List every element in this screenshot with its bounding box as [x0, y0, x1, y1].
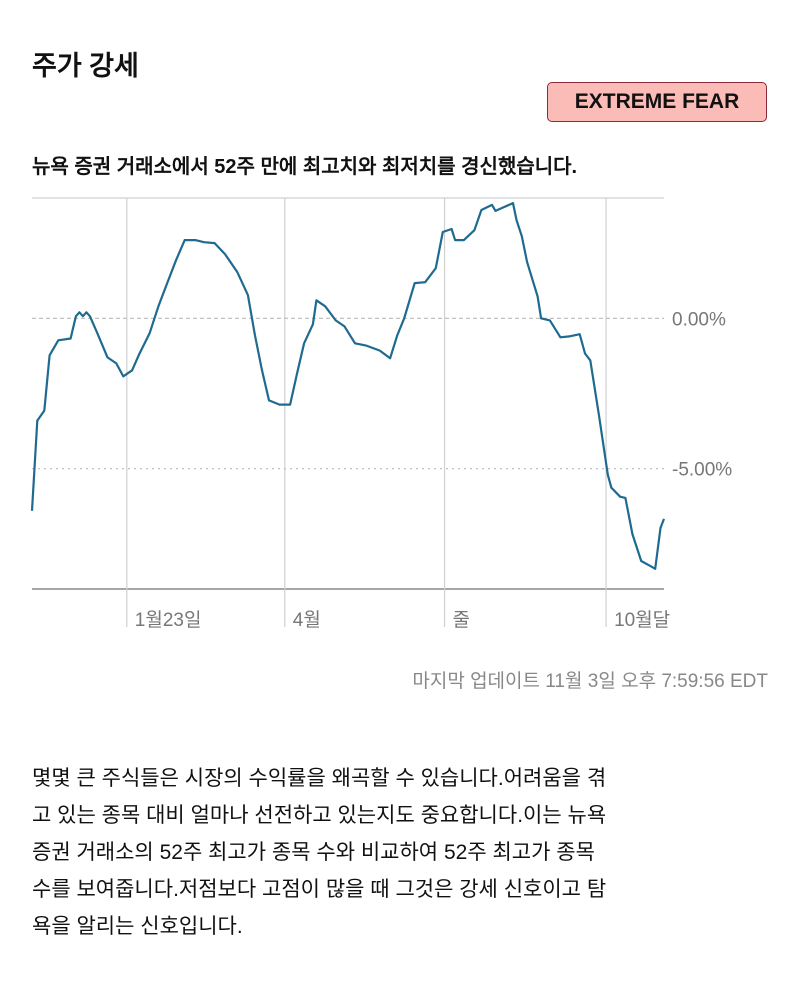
description-line: 욕을 알리는 신호입니다. [32, 915, 243, 938]
description-line: 고 있는 종목 대비 얼마나 선전하고 있는지도 중요합니다.이는 뉴욕 [32, 804, 607, 827]
y-tick-label: 0.00% [672, 309, 726, 330]
stock-strength-chart: 1월23일 4월 줄 10월달 0.00% -5.00% [30, 197, 732, 631]
x-tick-label: 줄 [453, 610, 470, 631]
series-line [30, 202, 666, 570]
description-paragraph: 몇몇 큰 주식들은 시장의 수익률을 왜곡할 수 있습니다.어려움을 겪 고 있… [32, 760, 606, 945]
y-tick-label: -5.00% [672, 460, 732, 481]
chart-subtitle: 뉴욕 증권 거래소에서 52주 만에 최고치와 최저치를 경신했습니다. [32, 156, 578, 178]
description-line: 수를 보여줍니다.저점보다 고점이 많을 때 그것은 강세 신호이고 탐 [32, 878, 607, 901]
x-tick-label: 10월달 [614, 609, 670, 631]
description-line: 몇몇 큰 주식들은 시장의 수익률을 왜곡할 수 있습니다.어려움을 겪 [32, 767, 607, 790]
rating-badge: EXTREME FEAR [547, 82, 767, 122]
description-line: 증권 거래소의 52주 최고가 종목 수와 비교하여 52주 최고가 종목 [32, 841, 595, 864]
x-tick-label: 1월23일 [135, 609, 202, 631]
section-title: 주가 강세 [32, 51, 139, 81]
x-tick-label: 4월 [293, 609, 321, 631]
last-updated: 마지막 업데이트 11월 3일 오후 7:59:56 EDT [412, 671, 768, 692]
